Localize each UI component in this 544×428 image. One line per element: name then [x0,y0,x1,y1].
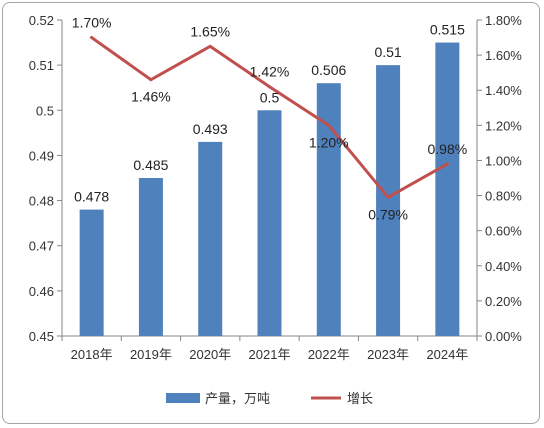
bar-series [79,42,460,337]
left-axis-tick-label: 0.49 [29,148,54,163]
line-point [445,162,449,166]
line-point [327,123,331,127]
x-axis-tick-label: 2020年 [189,347,231,362]
left-axis-tick-label: 0.51 [29,58,54,73]
bar-value-label: 0.493 [193,121,228,137]
right-axis-tick-label: 0.40% [485,259,522,274]
bar-value-label: 0.485 [133,157,168,173]
bar-value-label: 0.5 [260,89,280,105]
left-axis-tick-label: 0.5 [36,103,54,118]
x-axis-tick-label: 2024年 [426,347,468,362]
bar [138,178,163,336]
legend: 产量，万吨 增长 [166,392,373,407]
right-axis-tick-label: 0.60% [485,224,522,239]
bar [376,65,401,337]
right-axis-tick-label: 1.20% [485,118,522,133]
line-value-label: 0.79% [368,206,408,222]
line-value-label: 1.46% [131,89,171,105]
bar-value-label: 0.51 [374,44,401,60]
right-axis-tick-label: 1.80% [485,13,522,28]
right-axis-tick-label: 0.20% [485,294,522,309]
legend-swatch-bar [166,393,200,403]
line-value-label: 1.42% [250,64,290,80]
bar-value-label: 0.515 [430,22,465,38]
bar-value-label: 0.506 [311,62,346,78]
left-axis-tick-label: 0.52 [29,13,54,28]
line-point [149,78,153,82]
bar [435,42,460,336]
right-axis-tick-label: 0.80% [485,189,522,204]
left-axis-tick-label: 0.47 [29,239,54,254]
legend-label-line: 增长 [347,392,373,407]
line-point [268,85,271,89]
left-axis-tick-label: 0.46 [29,284,54,299]
x-axis-tick-label: 2021年 [249,347,291,362]
right-axis-tick-label: 1.40% [485,83,522,98]
line-value-label: 1.65% [190,23,230,39]
line-point [386,195,390,199]
x-axis-tick-label: 2019年 [130,347,172,362]
data-labels: 0.478 0.485 0.493 0.5 0.506 0.51 0.515 1.70% 1.4… [72,15,467,223]
x-axis-tick-label: 2022年 [308,347,350,362]
line-value-label: 0.98% [428,141,468,157]
x-axis-tick-label: 2023年 [367,347,409,362]
right-axis-tick-label: 1.60% [485,48,522,63]
right-axis-tick-label: 1.00% [485,153,522,168]
left-axis-tick-label: 0.48 [29,194,54,209]
line-point [90,36,94,40]
line-value-label: 1.20% [309,134,349,150]
bar [79,209,104,336]
bar [257,110,282,337]
line-series [90,36,449,199]
bar [198,141,223,336]
x-axis-tick-label: 2018年 [71,347,113,362]
left-axis-tick-label: 0.45 [29,329,54,344]
line-point [208,44,212,48]
right-axis-tick-label: 0.00% [485,329,522,344]
legend-label-bar: 产量，万吨 [205,392,270,407]
line-value-label: 1.70% [72,15,112,31]
bar-value-label: 0.478 [74,189,109,205]
axes: 0.45 0.46 0.47 0.48 0.49 0.5 0.51 0.52 0.00% 0.20… [29,13,523,362]
